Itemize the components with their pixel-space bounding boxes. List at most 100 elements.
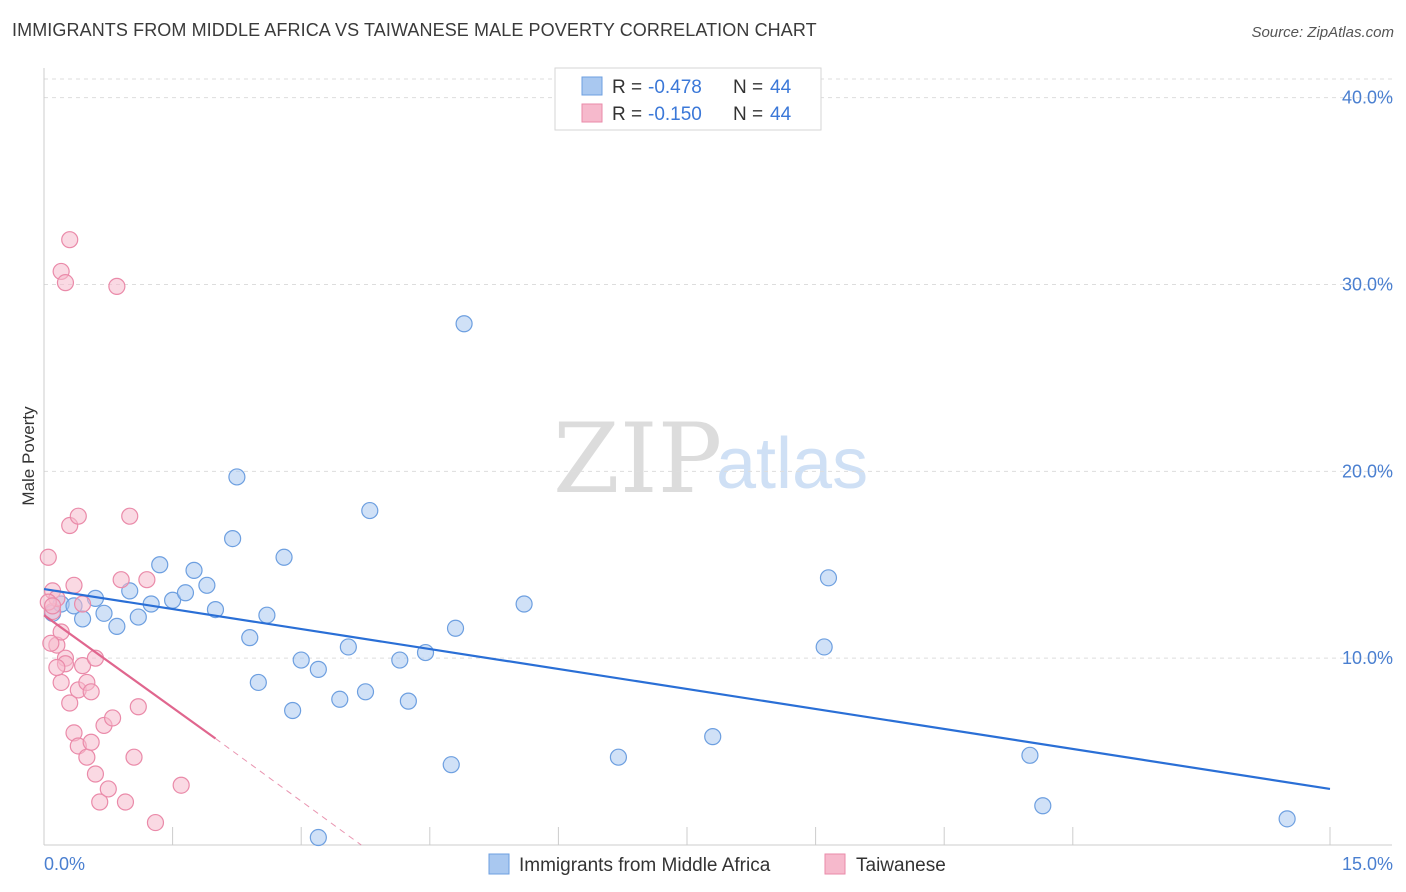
series-middle-africa bbox=[43, 315, 1296, 847]
legend-series-swatch-blue bbox=[488, 853, 510, 875]
watermark-zip: ZIP bbox=[553, 403, 722, 515]
y-tick-label: 20.0% bbox=[1342, 461, 1393, 481]
data-point bbox=[609, 748, 628, 766]
legend-r-value: -0.150 bbox=[648, 104, 702, 125]
data-point bbox=[52, 673, 70, 692]
data-point bbox=[78, 748, 96, 766]
trend-layer bbox=[43, 587, 1331, 846]
data-point bbox=[48, 658, 66, 677]
trend-line bbox=[43, 614, 217, 740]
data-point bbox=[146, 813, 165, 832]
data-point bbox=[815, 638, 833, 656]
legend-swatch-blue bbox=[581, 76, 603, 96]
series-taiwanese bbox=[39, 231, 190, 832]
data-point bbox=[125, 748, 143, 766]
data-point bbox=[82, 733, 100, 751]
source-credit: Source: ZipAtlas.com bbox=[1251, 24, 1394, 41]
legend-swatch-pink bbox=[581, 103, 603, 123]
data-point bbox=[704, 728, 722, 746]
data-point bbox=[206, 600, 225, 619]
legend-n-value: 44 bbox=[770, 104, 792, 125]
watermark-atlas: atlas bbox=[716, 424, 868, 504]
legend-series-label: Taiwanese bbox=[856, 855, 946, 876]
data-point bbox=[112, 571, 130, 589]
legend-n-label: N = bbox=[733, 104, 763, 125]
data-point bbox=[309, 828, 327, 847]
data-point bbox=[284, 701, 302, 720]
data-point bbox=[42, 634, 60, 652]
data-point bbox=[108, 277, 126, 295]
legend-series: Immigrants from Middle Africa Taiwanese bbox=[488, 853, 946, 876]
data-point bbox=[241, 629, 259, 647]
data-point bbox=[61, 231, 79, 249]
data-point bbox=[455, 315, 473, 333]
data-point bbox=[1278, 810, 1296, 828]
data-point bbox=[309, 660, 327, 678]
data-point bbox=[331, 690, 349, 708]
data-point bbox=[399, 692, 417, 710]
data-point bbox=[61, 694, 79, 712]
data-point bbox=[339, 638, 357, 656]
data-point bbox=[228, 468, 246, 486]
data-point bbox=[258, 606, 276, 624]
y-axis-title: Male Poverty bbox=[19, 406, 38, 506]
data-point bbox=[185, 561, 203, 579]
legend-n-value: 44 bbox=[770, 77, 792, 98]
legend-series-swatch-pink bbox=[824, 853, 846, 875]
legend-n-label: N = bbox=[733, 77, 763, 98]
y-tick-label: 10.0% bbox=[1342, 648, 1393, 668]
trend-line bbox=[43, 587, 1331, 791]
data-point bbox=[65, 576, 83, 594]
data-point bbox=[1021, 746, 1039, 764]
data-point bbox=[176, 584, 195, 602]
data-point bbox=[108, 617, 126, 636]
x-tick-label: 0.0% bbox=[44, 854, 85, 874]
legend-r-value: -0.478 bbox=[648, 77, 702, 98]
data-point bbox=[121, 507, 139, 525]
data-point bbox=[91, 793, 109, 811]
data-point bbox=[39, 548, 57, 566]
data-point bbox=[1034, 797, 1052, 815]
data-point bbox=[224, 529, 242, 548]
data-point bbox=[56, 274, 75, 292]
data-point bbox=[95, 604, 113, 622]
data-point bbox=[249, 673, 267, 692]
data-point bbox=[361, 501, 379, 520]
chart-title: IMMIGRANTS FROM MIDDLE AFRICA VS TAIWANE… bbox=[12, 20, 817, 40]
data-point bbox=[138, 571, 156, 589]
data-point bbox=[86, 765, 105, 783]
legend-r-label: R = bbox=[612, 104, 642, 125]
y-tick-label: 40.0% bbox=[1342, 88, 1393, 108]
data-point bbox=[446, 619, 465, 637]
data-point bbox=[151, 556, 169, 574]
data-point bbox=[275, 548, 293, 566]
axes: 10.0% 20.0% 30.0% 40.0% 0.0% 15.0% bbox=[43, 68, 1393, 874]
gridlines bbox=[44, 78, 1392, 659]
data-point bbox=[292, 651, 310, 669]
data-point bbox=[73, 610, 92, 628]
x-tick-label: 15.0% bbox=[1342, 854, 1393, 874]
data-point bbox=[82, 683, 100, 701]
legend-series-label: Immigrants from Middle Africa bbox=[519, 855, 771, 876]
data-point bbox=[819, 569, 838, 587]
data-point bbox=[442, 756, 460, 774]
legend-r-label: R = bbox=[612, 77, 642, 98]
data-point bbox=[129, 608, 147, 626]
data-point bbox=[356, 683, 375, 701]
data-point bbox=[515, 595, 533, 613]
data-point bbox=[103, 709, 122, 727]
data-point bbox=[172, 776, 190, 794]
data-point bbox=[73, 595, 92, 613]
data-point bbox=[116, 793, 135, 811]
data-point bbox=[69, 507, 87, 525]
trend-line-extension bbox=[215, 738, 362, 846]
legend-stats: R = -0.478 N = 44 R = -0.150 N = 44 bbox=[554, 67, 822, 131]
data-point bbox=[391, 651, 409, 669]
data-point bbox=[99, 780, 117, 798]
data-point bbox=[198, 576, 216, 594]
data-point bbox=[129, 698, 147, 716]
data-point bbox=[43, 597, 62, 615]
data-point bbox=[73, 657, 92, 675]
y-tick-label: 30.0% bbox=[1342, 275, 1393, 295]
